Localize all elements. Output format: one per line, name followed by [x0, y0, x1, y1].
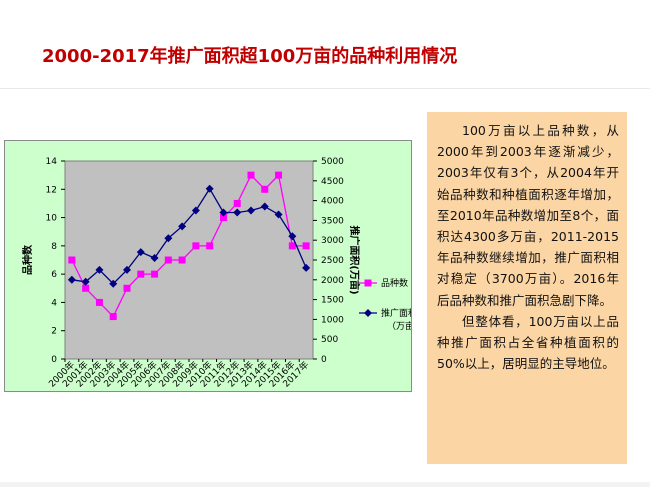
y-left-tick-label: 10 — [46, 214, 58, 224]
y-right-axis-title: 推广面积(万亩) — [348, 225, 361, 294]
series-point-0 — [164, 256, 172, 264]
series-point-1 — [81, 277, 90, 286]
series-point-0 — [82, 284, 90, 292]
y-right-tick-label: 1000 — [321, 315, 344, 325]
series-point-0 — [302, 242, 310, 250]
series-point-1 — [164, 234, 173, 243]
plot-area — [64, 160, 314, 360]
y-left-tick-label: 0 — [51, 355, 57, 365]
series-point-1 — [302, 263, 311, 272]
series-point-0 — [233, 199, 241, 207]
series-point-0 — [109, 313, 117, 321]
y-left-tick-label: 14 — [46, 157, 58, 167]
series-point-0 — [219, 214, 227, 222]
legend-label-1: 推广面积 — [381, 307, 411, 319]
series-point-1 — [150, 254, 159, 263]
series-point-1 — [95, 265, 104, 274]
y-right-tick-label: 4000 — [321, 197, 344, 207]
series-point-1 — [247, 206, 255, 215]
series-point-1 — [205, 184, 214, 193]
series-point-0 — [137, 270, 145, 278]
title-divider — [0, 88, 650, 89]
y-left-tick-label: 12 — [46, 185, 57, 195]
series-point-0 — [68, 256, 76, 264]
series-point-0 — [275, 171, 283, 179]
y-right-tick-label: 4500 — [321, 177, 344, 187]
y-right-tick-label: 0 — [321, 355, 327, 365]
y-left-tick-label: 4 — [51, 298, 57, 308]
page-title: 2000-2017年推广面积超100万亩的品种利用情况 — [42, 46, 458, 67]
series-point-0 — [95, 298, 103, 306]
series-point-1 — [109, 279, 118, 288]
series-point-0 — [178, 256, 186, 264]
legend-marker-0 — [364, 279, 372, 287]
y-left-tick-label: 2 — [51, 327, 57, 337]
series-point-0 — [123, 284, 131, 292]
series-point-0 — [206, 242, 214, 250]
series-point-0 — [151, 270, 159, 278]
y-right-tick-label: 500 — [321, 335, 338, 345]
y-left-tick-label: 8 — [51, 242, 57, 252]
series-point-1 — [260, 202, 269, 211]
series-point-1 — [67, 275, 76, 284]
legend-marker-1 — [364, 309, 372, 317]
series-point-1 — [288, 232, 297, 241]
series-point-1 — [274, 210, 283, 219]
series-point-0 — [192, 242, 200, 250]
series-point-1 — [123, 265, 131, 274]
series-point-1 — [191, 206, 200, 215]
y-right-tick-label: 3500 — [321, 216, 344, 226]
chart-svg: 0 2 4 6 8 10 12 14 0 500 1000 1500 2000 2500 3000 3500 4… — [21, 157, 411, 390]
description-paragraph-2: 但整体看，100万亩以上品种推广面积占全省种植面积的50%以上，居明显的主导地位… — [437, 313, 619, 372]
footer-band — [0, 482, 650, 487]
series-point-0 — [261, 185, 269, 193]
series-point-1 — [233, 208, 242, 217]
y-right-tick-label: 2500 — [321, 256, 344, 266]
series-point-1 — [219, 208, 228, 217]
y-right-tick-label: 3000 — [321, 236, 344, 246]
y-left-tick-label: 6 — [51, 270, 57, 280]
legend-label-0: 品种数 — [381, 277, 408, 289]
series-point-1 — [136, 248, 145, 257]
y-right-tick-label: 2000 — [321, 276, 344, 286]
description-panel: 100万亩以上品种数，从2000年到2003年逐渐减少，2003年仅有3个，从2… — [427, 112, 627, 464]
y-right-tick-label: 1500 — [321, 296, 344, 306]
y-right-tick-label: 5000 — [321, 157, 344, 167]
description-paragraph-1: 100万亩以上品种数，从2000年到2003年逐渐减少，2003年仅有3个，从2… — [437, 123, 619, 308]
series-point-1 — [178, 222, 187, 231]
series-point-0 — [288, 242, 296, 250]
legend-label-1-line2: （万亩） — [387, 320, 411, 332]
y-left-axis-title: 品种数 — [21, 244, 34, 275]
series-point-0 — [247, 171, 255, 179]
chart: 0 2 4 6 8 10 12 14 0 500 1000 1500 2000 2500 3000 3500 4… — [4, 140, 412, 392]
